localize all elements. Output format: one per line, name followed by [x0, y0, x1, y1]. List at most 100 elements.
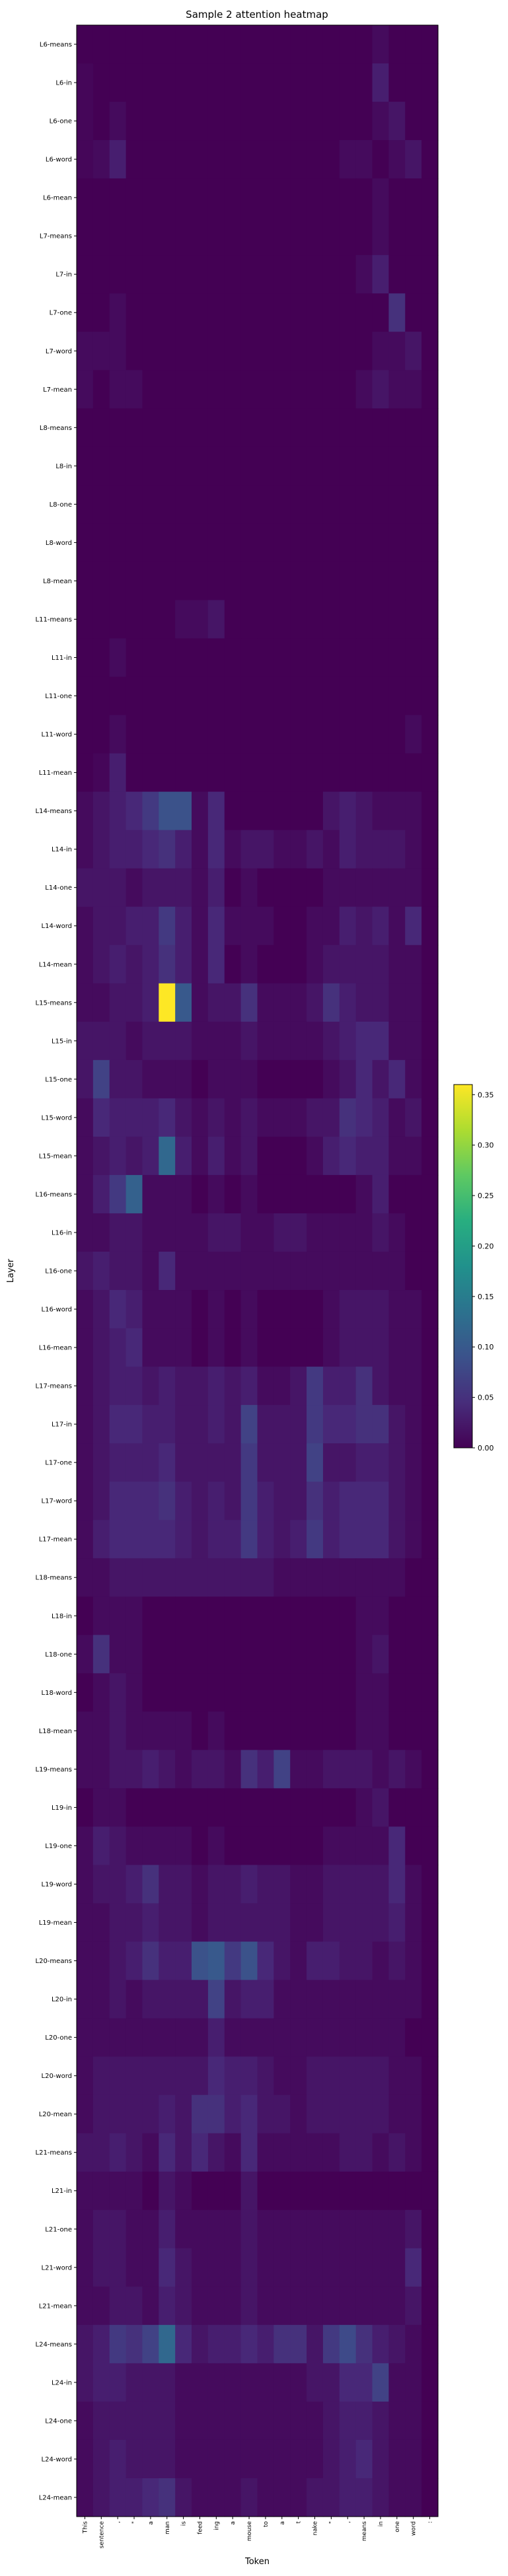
heatmap-cell	[388, 2209, 406, 2249]
heatmap-cell	[142, 1788, 159, 1828]
heatmap-cell	[109, 63, 127, 102]
heatmap-cell	[240, 1903, 258, 1943]
heatmap-cell	[355, 1788, 373, 1828]
y-tick-label: L6-mean	[43, 195, 72, 202]
heatmap-cell	[339, 600, 357, 639]
heatmap-cell	[421, 1098, 439, 1137]
heatmap-cell	[405, 1788, 422, 1828]
heatmap-cell	[257, 868, 274, 908]
heatmap-cell	[126, 102, 143, 141]
heatmap-cell	[142, 676, 159, 716]
heatmap-cell	[372, 945, 390, 984]
heatmap-cell	[224, 1788, 242, 1828]
heatmap-cell	[92, 1098, 110, 1137]
heatmap-cell	[159, 1482, 176, 1521]
heatmap-cell	[421, 2133, 439, 2172]
heatmap-cell	[405, 178, 422, 217]
heatmap-cell	[192, 1405, 209, 1444]
heatmap-cell	[405, 140, 422, 179]
heatmap-cell	[109, 1213, 127, 1252]
heatmap-cell	[421, 1021, 439, 1061]
heatmap-cell	[109, 2363, 127, 2402]
heatmap-cell	[322, 945, 340, 984]
y-tick-label: L17-means	[36, 1383, 72, 1390]
heatmap-cell	[355, 25, 373, 64]
heatmap-cell	[290, 1520, 307, 1559]
heatmap-cell	[290, 715, 307, 754]
heatmap-cell	[77, 1290, 94, 1329]
heatmap-cell	[257, 1558, 274, 1597]
heatmap-cell	[192, 1136, 209, 1176]
heatmap-cell	[240, 1826, 258, 1866]
heatmap-cell	[207, 983, 225, 1022]
heatmap-cell	[405, 638, 422, 678]
heatmap-cell	[175, 2056, 192, 2096]
heatmap-cell	[339, 293, 357, 332]
heatmap-cell	[372, 2286, 390, 2326]
heatmap-cell	[388, 2401, 406, 2441]
heatmap-cell	[405, 1673, 422, 1712]
heatmap-cell	[339, 1251, 357, 1291]
x-axis-label: Token	[244, 2557, 270, 2567]
heatmap-cell	[355, 1558, 373, 1597]
heatmap-cell	[290, 63, 307, 102]
heatmap-cell	[224, 2018, 242, 2057]
heatmap-cell	[207, 63, 225, 102]
heatmap-cell	[421, 1405, 439, 1444]
heatmap-cell	[159, 2286, 176, 2326]
heatmap-cell	[322, 1213, 340, 1252]
heatmap-cell	[388, 1596, 406, 1635]
heatmap-cell	[224, 1903, 242, 1943]
heatmap-cell	[207, 1788, 225, 1828]
heatmap-cell	[339, 676, 357, 716]
y-tick-label: L8-mean	[43, 578, 72, 585]
heatmap-cell	[159, 2209, 176, 2249]
heatmap-cell	[207, 1635, 225, 1674]
heatmap-cell	[339, 1482, 357, 1521]
heatmap-cell	[159, 140, 176, 179]
heatmap-cell	[92, 1903, 110, 1943]
heatmap-cell	[109, 2056, 127, 2096]
heatmap-cell	[322, 293, 340, 332]
heatmap-cell	[92, 2324, 110, 2364]
heatmap-cell	[126, 676, 143, 716]
heatmap-cell	[355, 715, 373, 754]
heatmap-cell	[372, 1482, 390, 1521]
heatmap-cell	[355, 255, 373, 294]
heatmap-cell	[290, 1903, 307, 1943]
heatmap-cell	[159, 2248, 176, 2287]
heatmap-cell	[273, 791, 291, 831]
heatmap-cell	[159, 1021, 176, 1061]
heatmap-cell	[175, 370, 192, 409]
x-tick-label: one	[394, 2521, 401, 2532]
heatmap-cell	[109, 1826, 127, 1866]
heatmap-cell	[421, 63, 439, 102]
heatmap-cell	[257, 1059, 274, 1099]
heatmap-cell	[175, 217, 192, 256]
heatmap-cell	[175, 1290, 192, 1329]
heatmap-cell	[421, 1788, 439, 1828]
heatmap-cell	[273, 2133, 291, 2172]
heatmap-cell	[257, 63, 274, 102]
heatmap-cell	[372, 485, 390, 524]
heatmap-cell	[109, 2286, 127, 2326]
heatmap-cell	[322, 2094, 340, 2134]
heatmap-cell	[240, 217, 258, 256]
heatmap-cell	[175, 561, 192, 601]
heatmap-cell	[92, 676, 110, 716]
heatmap-cell	[405, 1826, 422, 1866]
heatmap-cell	[142, 1826, 159, 1866]
heatmap-cell	[421, 102, 439, 141]
heatmap-cell	[355, 370, 373, 409]
heatmap-cell	[257, 1251, 274, 1291]
heatmap-cell	[257, 753, 274, 793]
heatmap-cell	[322, 523, 340, 563]
heatmap-cell	[355, 1673, 373, 1712]
heatmap-cell	[273, 1635, 291, 1674]
heatmap-cell	[257, 102, 274, 141]
heatmap-cell	[257, 906, 274, 946]
colorbar	[453, 1084, 473, 1449]
heatmap-cell	[126, 178, 143, 217]
heatmap-cell	[388, 1482, 406, 1521]
heatmap-cell	[257, 2478, 274, 2517]
